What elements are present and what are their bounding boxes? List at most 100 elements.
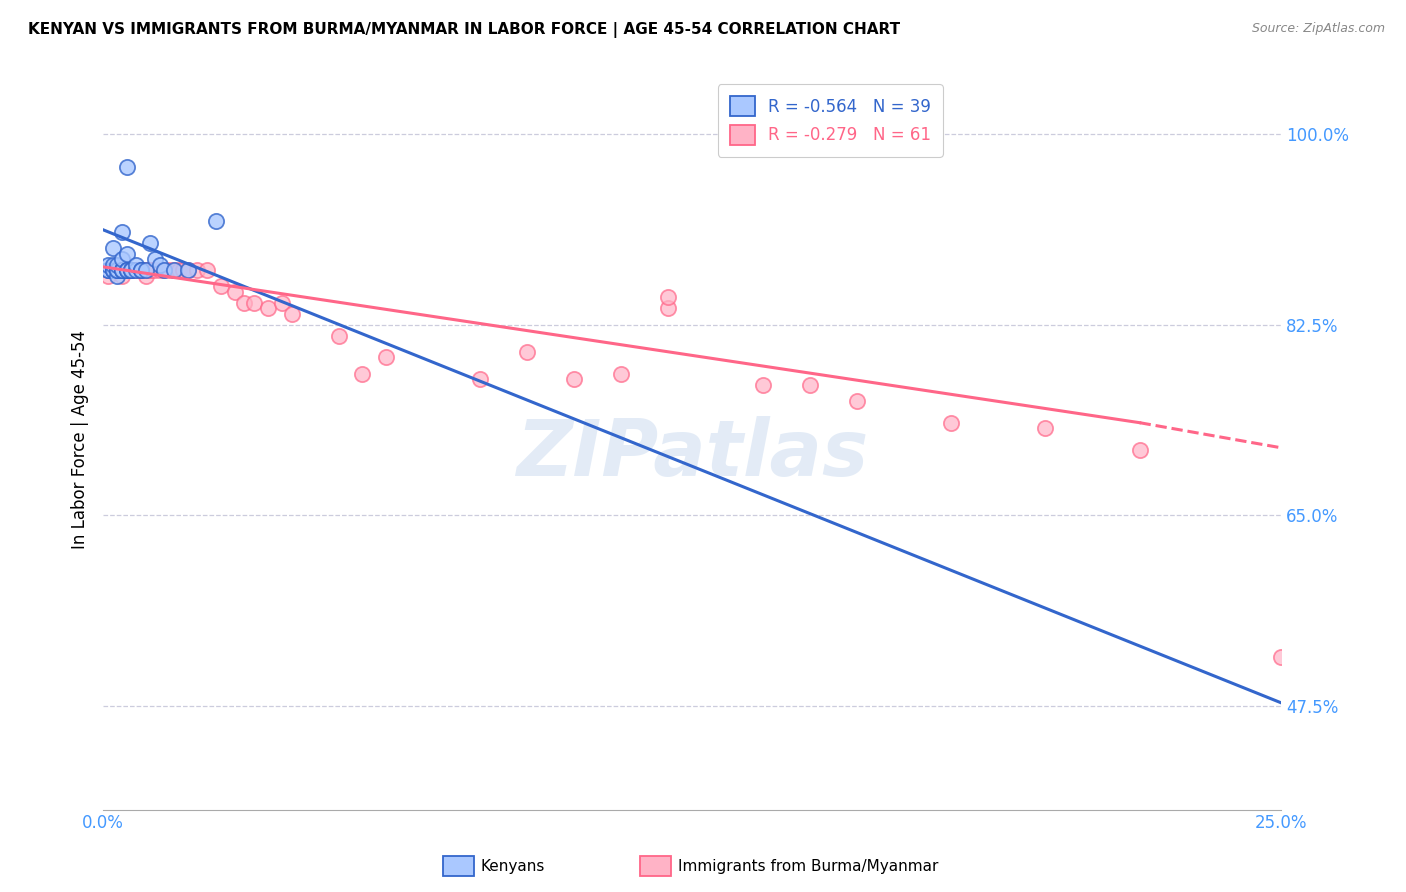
Point xyxy=(111,263,134,277)
Point xyxy=(143,252,166,267)
Point xyxy=(1270,650,1292,665)
Point xyxy=(115,263,138,277)
Point xyxy=(115,263,138,277)
Point xyxy=(101,258,124,272)
Point xyxy=(562,372,585,386)
Point xyxy=(243,295,266,310)
Point xyxy=(101,263,124,277)
Point xyxy=(125,258,148,272)
Point xyxy=(129,263,152,277)
Point xyxy=(115,263,138,277)
Point xyxy=(157,263,180,277)
Point xyxy=(177,263,200,277)
Point xyxy=(111,268,134,283)
Point xyxy=(209,279,232,293)
Point xyxy=(120,263,142,277)
Point xyxy=(105,263,128,277)
Point xyxy=(657,290,679,304)
Point xyxy=(799,377,821,392)
Point xyxy=(941,416,963,430)
Y-axis label: In Labor Force | Age 45-54: In Labor Force | Age 45-54 xyxy=(72,329,89,549)
Point xyxy=(129,263,152,277)
Point xyxy=(120,263,142,277)
Point xyxy=(125,263,148,277)
Point xyxy=(120,263,142,277)
Point xyxy=(111,263,134,277)
Point xyxy=(205,214,228,228)
Point xyxy=(115,263,138,277)
Point xyxy=(135,263,157,277)
Point xyxy=(280,307,302,321)
Point xyxy=(97,263,120,277)
Point xyxy=(105,263,128,277)
Point xyxy=(111,263,134,277)
Point xyxy=(115,263,138,277)
Point xyxy=(120,263,142,277)
Point xyxy=(129,263,152,277)
Point xyxy=(105,263,128,277)
Point xyxy=(111,252,134,267)
Point xyxy=(97,263,120,277)
Point xyxy=(101,263,124,277)
Point xyxy=(143,263,166,277)
Point xyxy=(111,225,134,239)
Text: Immigrants from Burma/Myanmar: Immigrants from Burma/Myanmar xyxy=(678,859,938,873)
Point xyxy=(125,263,148,277)
Point xyxy=(135,263,157,277)
Point xyxy=(186,263,208,277)
Point xyxy=(657,301,679,316)
Point xyxy=(328,328,350,343)
Point xyxy=(111,263,134,277)
Point xyxy=(111,263,134,277)
Point xyxy=(105,263,128,277)
Point xyxy=(115,160,138,174)
Point xyxy=(101,263,124,277)
Point xyxy=(163,263,186,277)
Point xyxy=(195,263,218,277)
Point xyxy=(751,377,773,392)
Point xyxy=(111,263,134,277)
Point xyxy=(115,247,138,261)
Point xyxy=(139,235,162,250)
Point xyxy=(115,263,138,277)
Point xyxy=(101,241,124,255)
Text: ZIPatlas: ZIPatlas xyxy=(516,416,868,491)
Point xyxy=(224,285,246,299)
Point xyxy=(167,263,190,277)
Text: KENYAN VS IMMIGRANTS FROM BURMA/MYANMAR IN LABOR FORCE | AGE 45-54 CORRELATION C: KENYAN VS IMMIGRANTS FROM BURMA/MYANMAR … xyxy=(28,22,900,38)
Point xyxy=(257,301,280,316)
Point xyxy=(125,263,148,277)
Point xyxy=(172,263,194,277)
Point xyxy=(233,295,256,310)
Point xyxy=(129,263,152,277)
Legend: R = -0.564   N = 39, R = -0.279   N = 61: R = -0.564 N = 39, R = -0.279 N = 61 xyxy=(718,84,943,157)
Point xyxy=(149,258,172,272)
Point xyxy=(149,263,172,277)
Point xyxy=(468,372,491,386)
Point xyxy=(115,263,138,277)
Point xyxy=(1129,442,1152,457)
Point xyxy=(97,258,120,272)
Point xyxy=(105,263,128,277)
Point xyxy=(163,263,186,277)
Point xyxy=(105,263,128,277)
Point xyxy=(105,268,128,283)
Point xyxy=(120,263,142,277)
Point xyxy=(1035,421,1057,435)
Point xyxy=(845,393,868,408)
Point xyxy=(105,263,128,277)
Point xyxy=(139,263,162,277)
Text: Kenyans: Kenyans xyxy=(481,859,546,873)
Point xyxy=(101,263,124,277)
Point xyxy=(135,268,157,283)
Point xyxy=(97,263,120,277)
Point xyxy=(177,263,200,277)
Point xyxy=(610,367,633,381)
Point xyxy=(374,351,396,365)
Point xyxy=(153,263,176,277)
Point xyxy=(271,295,294,310)
Point xyxy=(516,344,538,359)
Point xyxy=(101,263,124,277)
Text: Source: ZipAtlas.com: Source: ZipAtlas.com xyxy=(1251,22,1385,36)
Point xyxy=(129,263,152,277)
